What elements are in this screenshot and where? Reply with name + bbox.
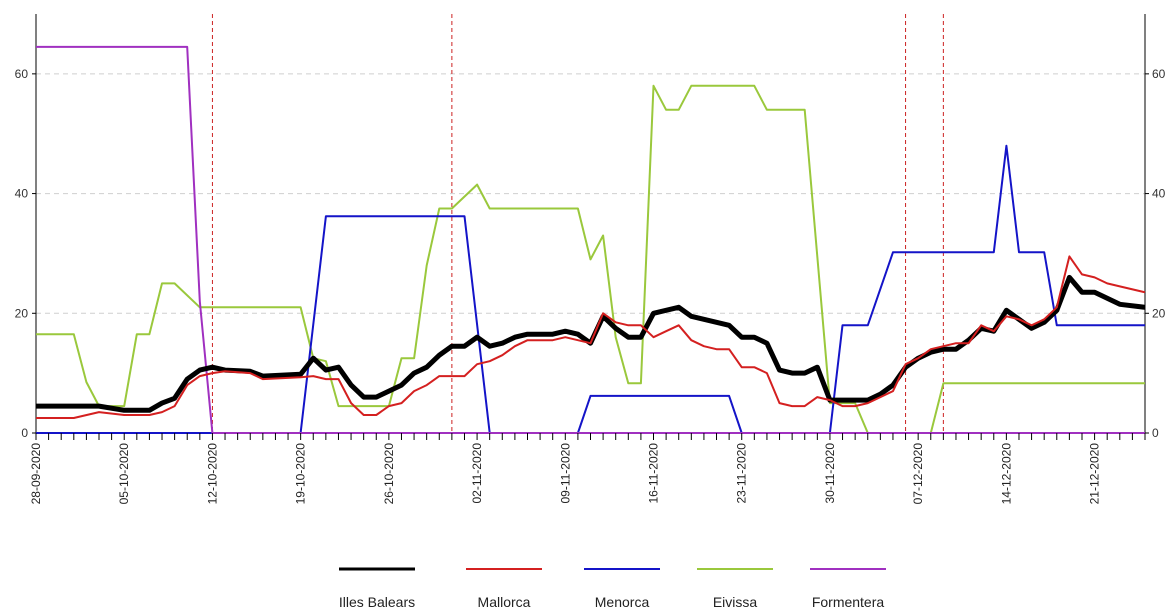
series-line-eivissa	[36, 84, 1145, 434]
legend-label: Illes Balears	[339, 594, 415, 608]
series-line-formentera	[36, 45, 1145, 434]
x-tick-label: 23-11-2020	[735, 443, 749, 504]
x-tick-label: 02-11-2020	[470, 443, 484, 504]
x-tick-label: 26-10-2020	[382, 443, 396, 505]
y-tick-label-right: 20	[1152, 306, 1166, 320]
series-lines	[36, 45, 1146, 434]
y-tick-label-right: 40	[1152, 187, 1166, 201]
x-tick-label: 07-12-2020	[911, 443, 925, 505]
grid-lines	[36, 73, 1145, 314]
y-tick-label-left: 0	[21, 426, 28, 440]
y-tick-label-left: 20	[15, 306, 29, 320]
x-tick-label: 09-11-2020	[558, 443, 572, 504]
y-tick-label-left: 60	[15, 67, 29, 81]
legend-label: Menorca	[595, 594, 650, 608]
legend: Illes Balears Mallorca Menorca Eivissa Forme…	[339, 567, 886, 610]
x-axis-ticks: 28-09-2020 05-10-2020 12-10-2020 19-10-2020…	[29, 433, 1146, 505]
y-axis-ticks: 0 0 20 20 40 40 60 60	[15, 67, 1166, 440]
reference-lines	[211, 14, 944, 433]
y-tick-label-right: 60	[1152, 67, 1166, 81]
y-tick-label-left: 40	[15, 187, 29, 201]
series-line-illes-balears	[36, 274, 1146, 413]
x-tick-label: 14-12-2020	[999, 443, 1013, 505]
x-tick-label: 19-10-2020	[294, 443, 308, 505]
x-tick-label: 05-10-2020	[117, 443, 131, 505]
legend-label: Formentera	[812, 594, 885, 608]
x-tick-label: 16-11-2020	[647, 443, 661, 504]
x-tick-label: 21-12-2020	[1088, 443, 1102, 505]
legend-label: Eivissa	[713, 594, 758, 608]
legend-label: Mallorca	[478, 594, 531, 608]
x-tick-label: 12-10-2020	[205, 443, 219, 505]
x-tick-label: 30-11-2020	[823, 443, 837, 504]
y-tick-label-right: 0	[1152, 426, 1159, 440]
series-line-menorca	[36, 144, 1145, 434]
x-tick-label: 28-09-2020	[29, 443, 43, 505]
series-line-mallorca	[36, 255, 1146, 419]
